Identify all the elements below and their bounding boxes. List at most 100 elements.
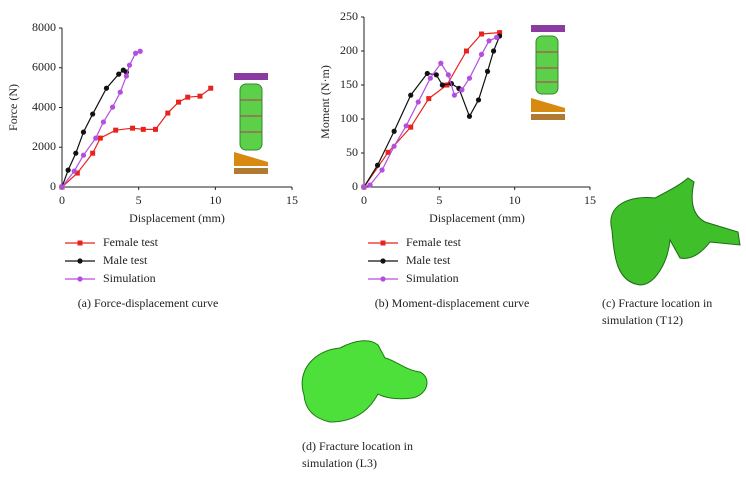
x-tick-label: 15 [584,193,596,207]
marker [80,129,87,135]
marker [374,162,381,168]
legend-label: Simulation [103,271,156,285]
marker [391,143,397,149]
marker [439,82,445,88]
legend-marker [77,258,83,264]
series-line [363,32,500,188]
y-tick-label: 6000 [32,60,56,74]
marker [451,92,457,98]
marker [137,48,143,54]
marker [497,30,503,36]
marker [65,167,71,173]
marker [116,71,122,77]
marker [90,111,96,117]
marker [463,48,469,54]
marker [379,167,385,173]
marker [153,126,159,132]
marker [445,72,451,78]
x-tick-label: 5 [136,193,142,207]
marker [459,87,465,93]
y-tick-label: 0 [352,179,358,193]
marker [433,72,439,78]
y-tick-label: 0 [50,179,56,193]
marker [208,85,214,91]
caption: simulation (L3) [302,456,377,470]
marker [197,93,203,99]
marker [484,68,491,74]
legend-marker [77,240,83,246]
legend-label: Male test [406,253,451,267]
inset-model [234,73,268,174]
caption: (b) Moment-displacement curve [375,296,530,310]
x-tick-label: 0 [59,193,65,207]
marker [80,152,87,158]
marker [367,182,373,188]
marker [100,119,106,125]
marker [185,94,191,100]
marker [403,123,409,129]
marker [90,150,96,156]
marker [133,50,139,56]
marker [391,128,397,134]
marker [103,85,110,91]
y-tick-label: 4000 [32,99,56,113]
marker [113,127,119,133]
y-tick-label: 8000 [32,20,56,34]
marker [110,104,116,110]
marker [93,135,99,141]
series-line [363,36,497,188]
series-line [363,35,501,188]
x-tick-label: 5 [436,193,442,207]
x-axis-title: Displacement (mm) [429,211,525,225]
y-tick-label: 100 [340,111,358,125]
marker [466,113,473,119]
y-tick-label: 150 [340,77,358,91]
marker [123,73,129,79]
marker [74,170,80,176]
marker [117,89,123,95]
marker [478,51,485,58]
y-tick-label: 200 [340,43,358,57]
y-axis-title: Moment (N·m) [318,65,332,139]
legend-label: Female test [406,235,462,249]
legend-marker [77,276,83,282]
marker [361,184,367,190]
marker [493,34,500,41]
y-tick-label: 2000 [32,139,56,153]
marker [490,48,497,54]
marker [475,97,482,103]
marker [165,110,171,116]
x-axis-title: Displacement (mm) [129,211,225,225]
marker [97,135,103,141]
legend-marker [380,240,386,246]
caption: (c) Fracture location in [602,296,712,310]
legend-label: Male test [103,253,148,267]
marker [130,125,136,131]
x-tick-label: 0 [361,193,367,207]
y-axis-title: Force (N) [6,84,20,131]
marker [438,60,444,66]
caption: simulation (T12) [602,313,683,327]
caption: (a) Force-displacement curve [78,296,219,310]
marker [426,96,432,102]
legend-label: Simulation [406,271,459,285]
x-tick-label: 15 [286,193,298,207]
marker [385,149,391,155]
marker [140,126,146,132]
marker [126,62,133,68]
marker [415,99,421,105]
marker [59,184,65,190]
marker [444,82,450,88]
legend-marker [380,276,386,282]
caption: (d) Fracture location in [302,439,413,453]
marker [408,124,414,130]
marker [486,38,492,44]
vertebra-image [610,177,741,286]
marker [71,168,77,174]
marker [427,75,433,81]
marker [466,75,473,81]
y-tick-label: 50 [346,145,358,159]
legend-marker [380,258,386,264]
marker [73,150,79,156]
